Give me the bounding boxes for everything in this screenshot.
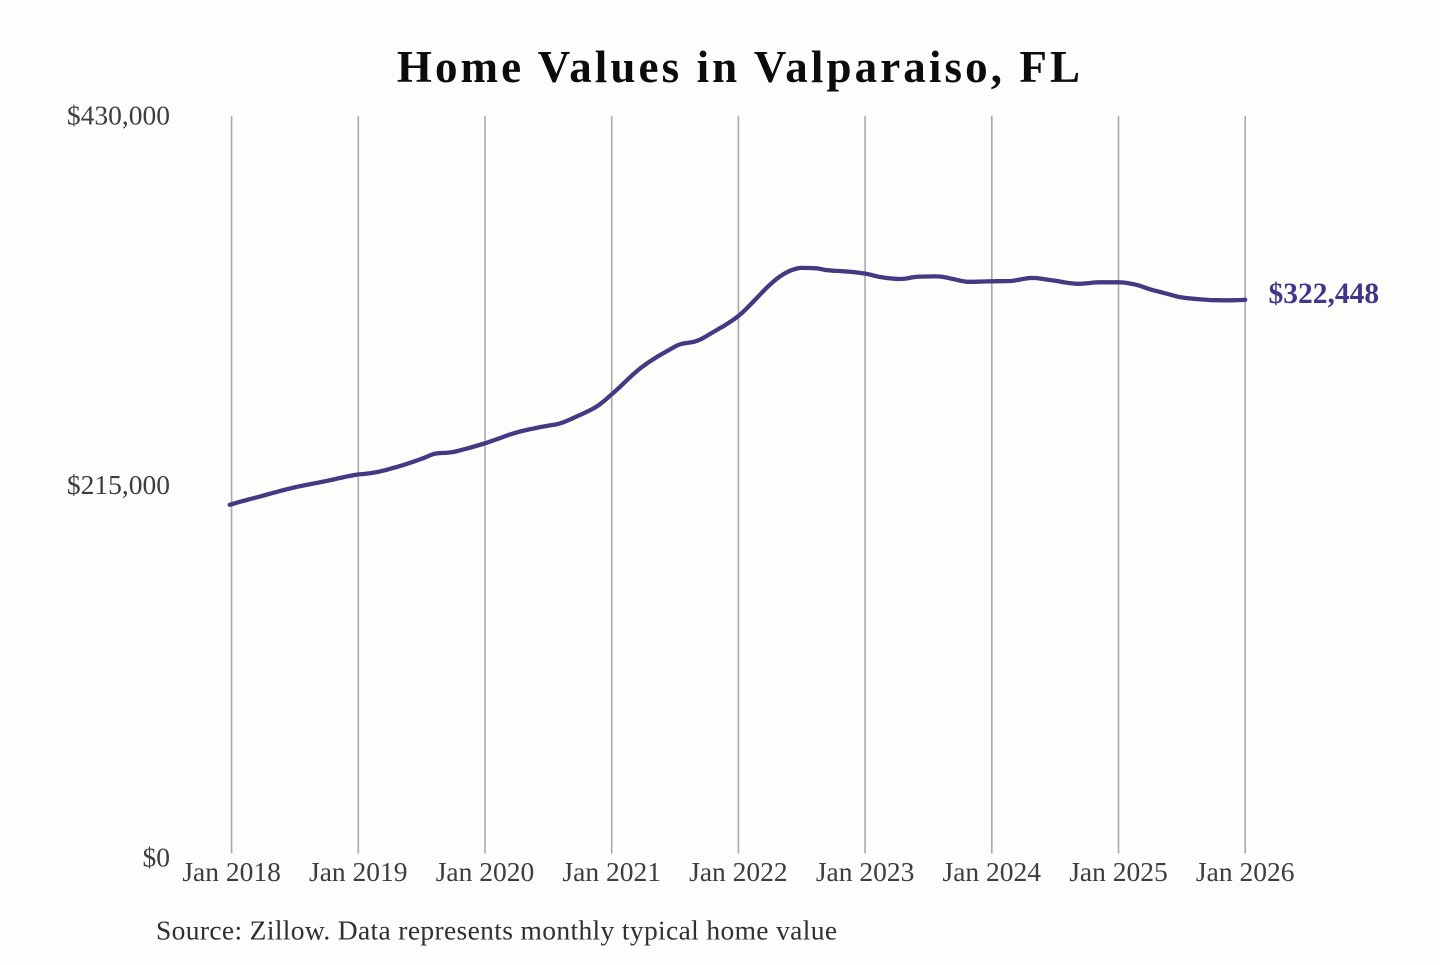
svg-text:Jan 2022: Jan 2022	[689, 856, 788, 887]
svg-text:Jan 2019: Jan 2019	[309, 856, 408, 887]
svg-text:Jan 2024: Jan 2024	[943, 856, 1042, 887]
svg-text:Jan 2018: Jan 2018	[182, 856, 281, 887]
svg-text:Source: Zillow. Data represent: Source: Zillow. Data represents monthly …	[156, 915, 837, 946]
svg-text:$0: $0	[143, 842, 171, 873]
svg-text:$322,448: $322,448	[1269, 278, 1380, 310]
svg-text:Jan 2026: Jan 2026	[1196, 856, 1295, 887]
svg-text:Jan 2020: Jan 2020	[436, 856, 535, 887]
svg-text:$430,000: $430,000	[67, 100, 170, 131]
svg-text:Jan 2021: Jan 2021	[562, 856, 661, 887]
svg-text:$215,000: $215,000	[67, 469, 170, 500]
svg-text:Jan 2025: Jan 2025	[1069, 856, 1168, 887]
svg-text:Jan 2023: Jan 2023	[816, 856, 915, 887]
svg-text:Home Values in Valparaiso, FL: Home Values in Valparaiso, FL	[397, 42, 1083, 92]
